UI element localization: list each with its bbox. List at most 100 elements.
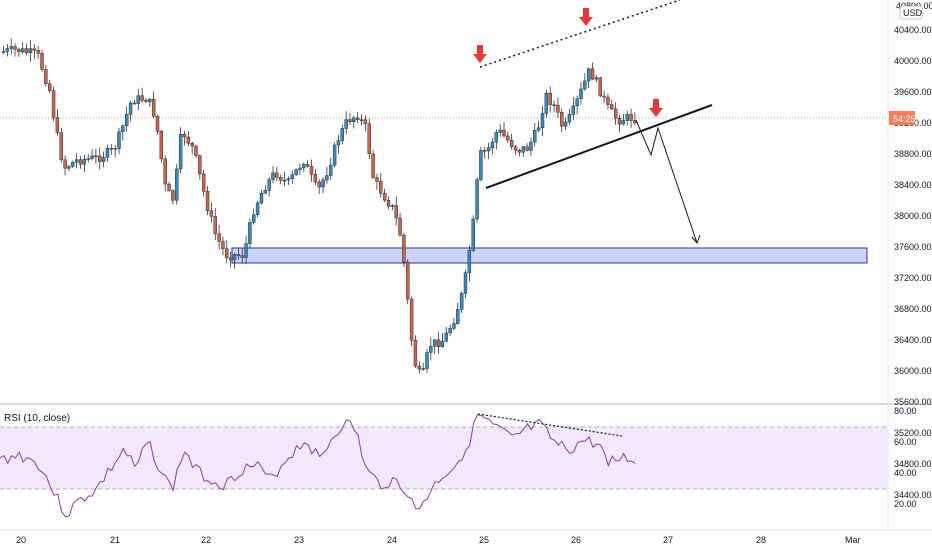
price-axis[interactable]: 40400.0040000.0039600.0039200.0038800.00…	[894, 25, 932, 500]
candle-body	[101, 157, 106, 162]
price-tick-label: 38400.00	[894, 180, 932, 190]
price-tick-label: 37200.00	[894, 273, 932, 283]
price-tick-label: 35600.00	[894, 397, 932, 407]
candle-body	[252, 214, 256, 223]
candle-body	[394, 205, 398, 219]
candle-body	[78, 159, 83, 165]
candle-body	[167, 183, 171, 191]
candle-body	[594, 77, 599, 80]
candle-body	[544, 92, 549, 114]
candle-body	[390, 205, 395, 207]
candle-body	[13, 46, 17, 50]
candle-body	[548, 92, 552, 105]
candle-body	[1, 51, 6, 53]
candle-body	[282, 179, 287, 182]
candle-body	[494, 132, 498, 143]
candle-body	[113, 148, 117, 150]
candle-body	[201, 173, 206, 192]
time-tick-label: 27	[663, 535, 673, 545]
candle-body	[136, 95, 140, 104]
support-zone[interactable]	[231, 247, 868, 264]
candle-body	[521, 146, 525, 153]
candle-body	[452, 323, 456, 329]
candle-body	[36, 50, 40, 54]
candle-body	[456, 309, 460, 324]
time-tick-label: 23	[294, 535, 304, 545]
candle-body	[59, 132, 63, 161]
candle-body	[610, 104, 614, 110]
candle-body	[352, 117, 356, 122]
candle-body	[74, 159, 79, 163]
candle-body	[232, 254, 237, 261]
candle-body	[163, 158, 167, 185]
price-tick-label: 36800.00	[894, 304, 932, 314]
candle-body	[513, 146, 518, 151]
channel-bottom-line[interactable]	[485, 104, 713, 189]
time-axis[interactable]: 20 21 22 23 24 25 26 27 28 Mar	[16, 535, 861, 545]
candle-body	[124, 114, 129, 127]
price-tick-label: 35200.00	[894, 428, 932, 438]
candle-body	[117, 131, 121, 149]
candle-body	[213, 216, 217, 234]
candle-body	[82, 159, 87, 165]
price-tick-label: 34800.00	[894, 459, 932, 469]
candle-body	[379, 181, 383, 194]
candle-body	[98, 155, 102, 162]
candle-body	[417, 365, 421, 370]
candle-body	[436, 339, 441, 347]
candle-body	[406, 261, 410, 300]
candle-body	[332, 144, 337, 166]
candle-body	[409, 298, 414, 341]
candle-body	[486, 147, 491, 152]
candle-body	[475, 179, 479, 220]
candle-body	[371, 153, 375, 178]
candle-body	[205, 191, 210, 211]
currency-box[interactable]	[899, 5, 923, 20]
down-arrow-icon	[579, 8, 593, 26]
time-tick-label: 20	[16, 535, 26, 545]
candle-body	[248, 222, 252, 244]
candle-body	[298, 167, 302, 170]
rsi-title[interactable]: RSI (10, close)	[4, 413, 70, 424]
rsi-axis[interactable]: 80.00 60.00 40.00 20.00	[894, 406, 917, 509]
candle-body	[367, 123, 371, 155]
candle-body	[552, 104, 556, 106]
candle-body	[32, 48, 36, 51]
candle-body	[567, 114, 572, 123]
price-tick-label: 36000.00	[894, 366, 932, 376]
rsi-tick-label: 40.00	[894, 468, 917, 478]
price-tick-label: 38000.00	[894, 211, 932, 221]
price-tick-label: 40000.00	[894, 56, 932, 66]
candle-body	[440, 340, 445, 347]
candle-body	[448, 328, 452, 334]
candle-body	[190, 143, 194, 147]
candle-body	[67, 166, 71, 169]
candle-body	[21, 48, 25, 53]
candle-body	[5, 48, 10, 52]
candle-body	[24, 48, 29, 54]
candle-body	[421, 368, 425, 370]
candle-body	[217, 233, 221, 242]
candle-body	[510, 139, 514, 148]
candle-body	[444, 332, 448, 342]
candle-body	[55, 117, 60, 133]
candle-body	[17, 49, 21, 53]
candle-body	[71, 162, 75, 167]
candle-body	[140, 95, 144, 101]
price-tick-label: 38800.00	[894, 149, 932, 159]
rsi-divergence-line[interactable]	[477, 413, 623, 437]
channel-top-line[interactable]	[479, 0, 681, 68]
candle-body	[44, 69, 48, 84]
projection-path[interactable]	[635, 119, 698, 244]
candle-body	[279, 177, 283, 181]
candle-body	[359, 119, 364, 121]
candle-body	[286, 178, 291, 181]
candle-body	[275, 172, 279, 178]
time-tick-label: 21	[110, 535, 120, 545]
price-tick-label: 36400.00	[894, 335, 932, 345]
candle-body	[402, 234, 406, 263]
candle-body	[463, 272, 468, 294]
candle-body	[186, 136, 191, 144]
time-tick-label: Mar	[845, 535, 861, 545]
